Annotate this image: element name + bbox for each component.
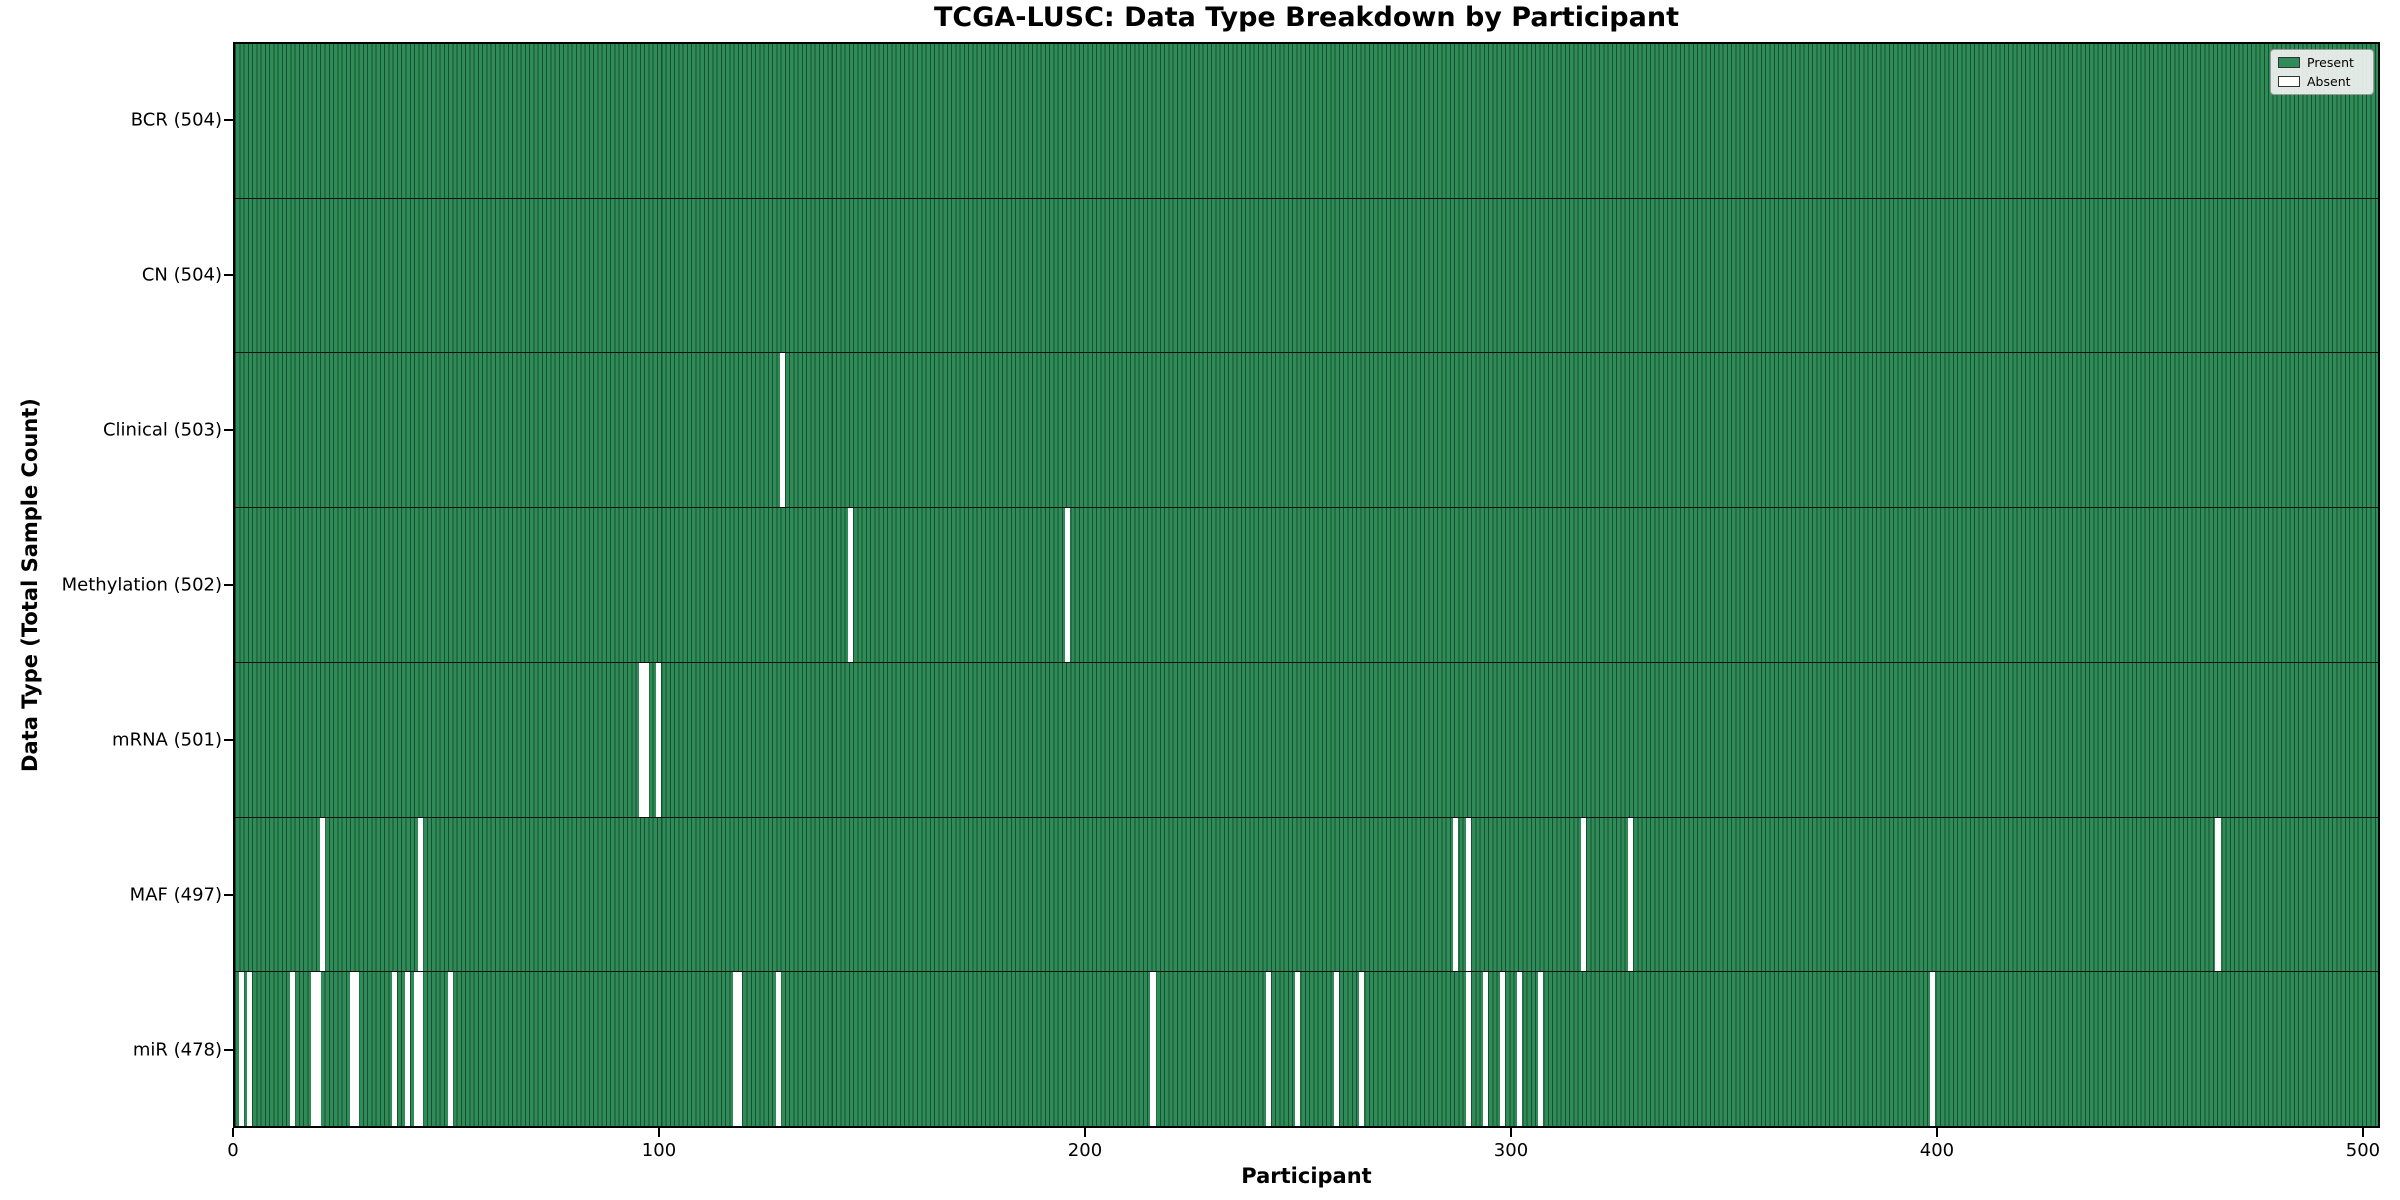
ytick-label-maf: MAF (497) [129,884,222,906]
chart-title: TCGA-LUSC: Data Type Breakdown by Partic… [934,2,1679,33]
ytick-mark [224,118,233,121]
absent-gap [1359,972,1365,1127]
row-mir [235,971,2378,1127]
absent-gap [737,972,743,1127]
absent-gap [1333,972,1339,1127]
absent-gap [1452,817,1458,972]
xtick-mark [232,1128,234,1137]
absent-gap [1295,972,1301,1127]
ytick-label-cn: CN (504) [141,264,222,286]
xtick-label-300: 300 [1493,1140,1529,1161]
absent-gap [775,972,781,1127]
present-swatch-icon [2278,57,2300,68]
xtick-mark [2361,1128,2364,1137]
row-methylation [235,507,2378,662]
ytick-label-methylation: Methylation (502) [61,574,222,596]
absent-gap [349,972,355,1127]
row-bcr [235,44,2378,198]
ytick-label-mir: miR (478) [132,1039,222,1061]
absent-gap [643,662,649,817]
xtick-label-100: 100 [641,1140,677,1161]
xtick-label-0: 0 [227,1140,239,1161]
absent-gap [319,817,325,972]
xtick-mark [657,1128,660,1137]
absent-gap [1516,972,1522,1127]
xtick-label-200: 200 [1067,1140,1103,1161]
row-maf [235,816,2378,972]
x-axis-label: Participant [1241,1164,1372,1188]
absent-gap [1465,972,1471,1127]
absent-swatch-icon [2278,76,2300,87]
ytick-mark [224,428,233,431]
absent-gap [1482,972,1488,1127]
absent-gap [2215,817,2221,972]
row-cn [235,197,2378,353]
xtick-label-500: 500 [2345,1140,2381,1161]
legend-item-absent: Absent [2278,74,2366,89]
ytick-mark [224,739,233,742]
xtick-mark [1083,1128,1086,1137]
absent-gap [1150,972,1156,1127]
ytick-mark [224,894,233,897]
absent-gap [1627,817,1633,972]
absent-gap [447,972,453,1127]
absent-gap [733,972,739,1127]
absent-gap [417,817,423,972]
legend-item-present: Present [2278,55,2366,70]
absent-gap [1538,972,1544,1127]
legend-present-label: Present [2307,55,2354,70]
row-clinical [235,352,2378,508]
ytick-label-bcr: BCR (504) [130,109,222,131]
ytick-label-clinical: Clinical (503) [102,419,222,441]
absent-gap [392,972,398,1127]
absent-gap [247,972,253,1127]
absent-gap [238,972,244,1127]
xtick-mark [1509,1128,1512,1137]
absent-gap [1930,972,1936,1127]
absent-gap [848,508,854,662]
absent-gap [417,972,423,1127]
xtick-label-400: 400 [1919,1140,1955,1161]
absent-gap [404,972,411,1127]
absent-gap [311,972,317,1127]
absent-gap [413,972,419,1127]
absent-gap [289,972,296,1127]
absent-gap [639,662,645,817]
absent-gap [1465,817,1471,972]
absent-gap [353,972,359,1127]
ytick-mark [224,1049,233,1052]
absent-gap [779,353,785,508]
absent-gap [315,972,321,1127]
plot-area [233,42,2380,1128]
absent-gap [1265,972,1271,1127]
legend-absent-label: Absent [2307,74,2351,89]
legend: Present Absent [2270,49,2374,95]
ytick-mark [224,273,233,276]
row-mrna [235,661,2378,817]
xtick-mark [1935,1128,1938,1137]
absent-gap [1499,972,1505,1127]
absent-gap [1065,508,1071,662]
ytick-label-mrna: mRNA (501) [112,729,222,751]
absent-gap [656,662,662,817]
absent-gap [1580,817,1586,972]
ytick-mark [224,584,233,586]
